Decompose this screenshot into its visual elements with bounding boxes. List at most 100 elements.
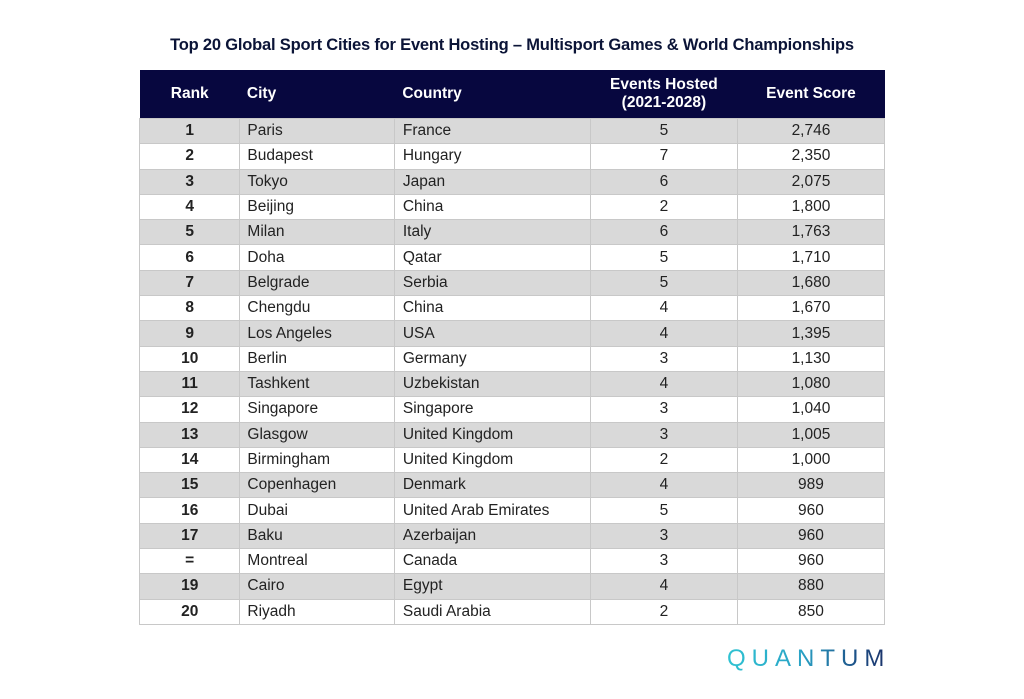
cell-event-score: 1,040 xyxy=(736,396,886,423)
cell-events-hosted: 5 xyxy=(589,117,738,145)
table-row: 16 Dubai United Arab Emirates 5 960 xyxy=(138,497,886,524)
cell-city: Berlin xyxy=(239,345,395,372)
cell-city: Milan xyxy=(239,219,395,246)
header-rank: Rank xyxy=(139,70,240,119)
table-row: 13 Glasgow United Kingdom 3 1,005 xyxy=(138,421,886,448)
table-row: 15 Copenhagen Denmark 4 989 xyxy=(138,472,886,499)
cell-rank: 4 xyxy=(138,193,241,221)
cell-event-score: 960 xyxy=(736,522,886,550)
cell-events-hosted: 2 xyxy=(589,446,738,474)
cell-events-hosted: 2 xyxy=(589,193,738,221)
cell-rank: 3 xyxy=(138,168,241,195)
cell-event-score: 960 xyxy=(736,548,886,575)
cell-city: Copenhagen xyxy=(239,472,395,499)
cell-city: Singapore xyxy=(239,396,395,423)
cell-event-score: 1,000 xyxy=(736,446,886,474)
cell-events-hosted: 7 xyxy=(589,143,738,170)
cell-rank: 5 xyxy=(138,219,241,246)
cell-city: Tokyo xyxy=(239,168,395,195)
cell-country: Saudi Arabia xyxy=(393,598,591,625)
cell-event-score: 1,080 xyxy=(736,370,886,398)
cell-events-hosted: 5 xyxy=(589,269,738,297)
cell-events-hosted: 3 xyxy=(589,548,738,575)
header-events-line1: Events Hosted xyxy=(610,76,718,93)
cell-country: Singapore xyxy=(393,396,591,423)
cell-events-hosted: 6 xyxy=(589,168,738,195)
cell-rank: 9 xyxy=(138,320,241,347)
table-row: = Montreal Canada 3 960 xyxy=(138,548,886,575)
cell-rank: 15 xyxy=(138,472,241,499)
cell-events-hosted: 3 xyxy=(589,421,738,448)
cell-event-score: 1,130 xyxy=(736,345,886,372)
table-row: 20 Riyadh Saudi Arabia 2 850 xyxy=(138,598,886,625)
cell-country: USA xyxy=(393,320,591,347)
cell-event-score: 850 xyxy=(736,598,886,625)
cell-rank: 7 xyxy=(138,269,241,297)
cell-city: Glasgow xyxy=(239,421,395,448)
cell-event-score: 2,746 xyxy=(736,117,886,145)
table-header-row: Rank City Country Events Hosted (2021-20… xyxy=(139,70,885,119)
cell-rank: 11 xyxy=(138,370,241,398)
table-row: 8 Chengdu China 4 1,670 xyxy=(138,295,886,322)
cell-events-hosted: 5 xyxy=(589,244,738,271)
cell-city: Beijing xyxy=(239,193,395,221)
cell-events-hosted: 4 xyxy=(589,320,738,347)
cell-event-score: 1,800 xyxy=(736,193,886,221)
cell-country: Italy xyxy=(393,219,591,246)
cell-rank: 13 xyxy=(138,421,241,448)
cell-event-score: 2,350 xyxy=(736,143,886,170)
cell-country: Uzbekistan xyxy=(393,370,591,398)
cell-country: China xyxy=(393,295,591,322)
header-city: City xyxy=(239,70,395,119)
cell-rank: 2 xyxy=(138,143,241,170)
cell-event-score: 1,763 xyxy=(736,219,886,246)
cell-city: Birmingham xyxy=(239,446,395,474)
cell-city: Dubai xyxy=(239,497,395,524)
table-body: 1 Paris France 5 2,746 2 Budapest Hungary 7 2,350… xyxy=(138,117,886,625)
cell-city: Tashkent xyxy=(239,370,395,398)
cell-city: Riyadh xyxy=(239,598,395,625)
header-events-hosted: Events Hosted (2021-2028) xyxy=(590,70,738,119)
cell-country: Egypt xyxy=(393,573,591,600)
cell-country: Canada xyxy=(393,548,591,575)
cell-events-hosted: 2 xyxy=(589,598,738,625)
header-country: Country xyxy=(394,70,591,119)
table-row: 4 Beijing China 2 1,800 xyxy=(138,193,886,221)
cell-rank: 12 xyxy=(138,396,241,423)
cell-event-score: 989 xyxy=(736,472,886,499)
header-event-score: Event Score xyxy=(737,70,885,119)
table-row: 2 Budapest Hungary 7 2,350 xyxy=(138,143,886,170)
cell-event-score: 1,005 xyxy=(736,421,886,448)
rankings-table: Rank City Country Events Hosted (2021-20… xyxy=(138,70,886,625)
cell-event-score: 1,395 xyxy=(736,320,886,347)
cell-city: Montreal xyxy=(239,548,395,575)
cell-country: United Arab Emirates xyxy=(393,497,591,524)
cell-event-score: 880 xyxy=(736,573,886,600)
cell-events-hosted: 3 xyxy=(589,345,738,372)
table-row: 10 Berlin Germany 3 1,130 xyxy=(138,345,886,372)
cell-city: Chengdu xyxy=(239,295,395,322)
table-row: 1 Paris France 5 2,746 xyxy=(138,117,886,145)
cell-country: Denmark xyxy=(393,472,591,499)
cell-country: France xyxy=(393,117,591,145)
page-title: Top 20 Global Sport Cities for Event Hos… xyxy=(170,36,854,54)
cell-rank: 19 xyxy=(138,573,241,600)
cell-city: Doha xyxy=(239,244,395,271)
cell-country: Serbia xyxy=(393,269,591,297)
cell-rank: = xyxy=(138,548,241,575)
cell-country: Japan xyxy=(393,168,591,195)
cell-country: China xyxy=(393,193,591,221)
cell-event-score: 1,710 xyxy=(736,244,886,271)
cell-country: Azerbaijan xyxy=(393,522,591,550)
cell-city: Paris xyxy=(239,117,395,145)
cell-country: Germany xyxy=(393,345,591,372)
cell-events-hosted: 4 xyxy=(589,573,738,600)
cell-city: Budapest xyxy=(239,143,395,170)
cell-city: Belgrade xyxy=(239,269,395,297)
cell-event-score: 2,075 xyxy=(736,168,886,195)
cell-rank: 10 xyxy=(138,345,241,372)
cell-country: United Kingdom xyxy=(393,446,591,474)
table-row: 5 Milan Italy 6 1,763 xyxy=(138,219,886,246)
cell-country: United Kingdom xyxy=(393,421,591,448)
table-row: 17 Baku Azerbaijan 3 960 xyxy=(138,522,886,550)
